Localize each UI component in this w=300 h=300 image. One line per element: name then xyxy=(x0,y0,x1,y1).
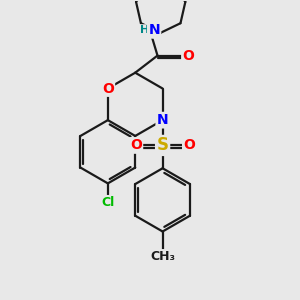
Text: O: O xyxy=(102,82,114,95)
Text: O: O xyxy=(182,49,194,63)
Text: O: O xyxy=(183,138,195,152)
Text: O: O xyxy=(130,138,142,152)
Text: H: H xyxy=(140,25,149,35)
Text: N: N xyxy=(148,23,160,37)
Text: Cl: Cl xyxy=(101,196,115,209)
Text: CH₃: CH₃ xyxy=(150,250,175,263)
Text: S: S xyxy=(157,136,169,154)
Text: N: N xyxy=(157,113,168,127)
